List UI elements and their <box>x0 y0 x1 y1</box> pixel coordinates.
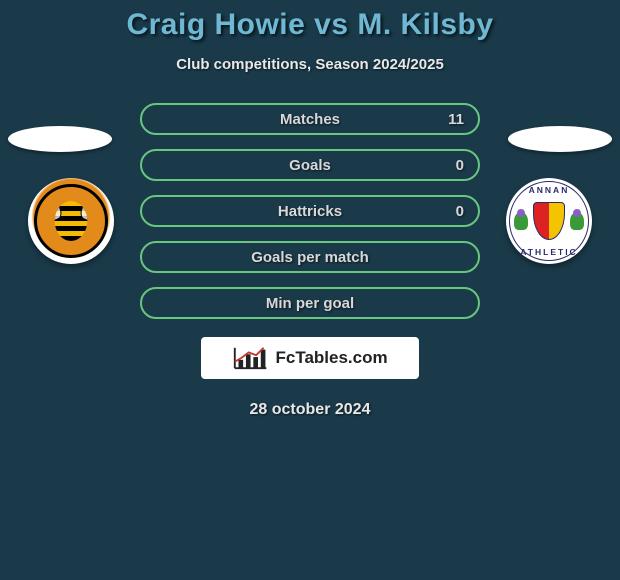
stat-value: 0 <box>456 203 464 220</box>
stat-label: Goals per match <box>251 249 369 266</box>
wasp-icon <box>54 201 88 241</box>
annan-text-bottom: ATHLETIC <box>506 247 592 257</box>
stat-label: Goals <box>289 157 331 174</box>
fctables-link[interactable]: FcTables.com <box>201 337 419 379</box>
left-club-badge <box>28 178 114 264</box>
page-subtitle: Club competitions, Season 2024/2025 <box>176 56 444 73</box>
page-title: Craig Howie vs M. Kilsby <box>126 8 493 42</box>
right-club-badge: ANNAN ATHLETIC <box>506 178 592 264</box>
right-player-ellipse <box>508 126 612 152</box>
stat-row-hattricks: Hattricks 0 <box>140 195 480 227</box>
stat-label: Min per goal <box>266 295 354 312</box>
stat-label: Matches <box>280 111 340 128</box>
thistle-icon <box>570 212 584 230</box>
stat-value: 0 <box>456 157 464 174</box>
annan-text-top: ANNAN <box>506 185 592 195</box>
brand-name: FcTables.com <box>276 348 388 368</box>
alloa-badge-inner <box>34 184 108 258</box>
stat-label: Hattricks <box>278 203 342 220</box>
thistle-icon <box>514 212 528 230</box>
stat-row-goals: Goals 0 <box>140 149 480 181</box>
generation-date: 28 october 2024 <box>250 401 371 419</box>
stat-row-goals-per-match: Goals per match <box>140 241 480 273</box>
stat-row-matches: Matches 11 <box>140 103 480 135</box>
bar-chart-icon <box>232 345 269 371</box>
left-player-ellipse <box>8 126 112 152</box>
stat-row-min-per-goal: Min per goal <box>140 287 480 319</box>
stat-value: 11 <box>448 111 464 128</box>
